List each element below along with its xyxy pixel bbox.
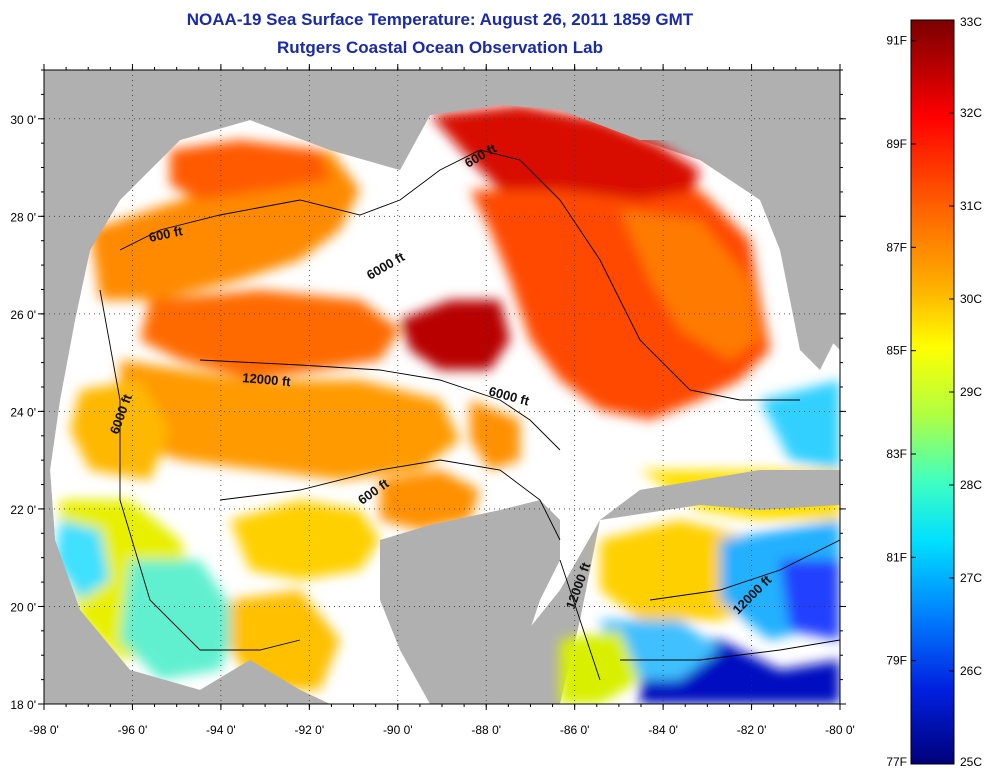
colorbar (910, 19, 955, 765)
yucatan-land (380, 500, 560, 704)
celsius-label: 29C (960, 385, 982, 399)
fahrenheit-label: 79F (886, 654, 907, 668)
bathymetry-contours (99, 149, 840, 681)
sst-field (55, 105, 840, 704)
fahrenheit-label: 87F (886, 240, 907, 254)
lon-tick-label: -88 0' (471, 723, 501, 737)
celsius-label: 31C (960, 199, 982, 213)
celsius-label: 25C (960, 755, 982, 769)
lon-tick-label: -92 0' (295, 723, 325, 737)
fahrenheit-label: 85F (886, 344, 907, 358)
graticule (44, 70, 840, 704)
colorbar-ticks (911, 19, 954, 765)
lat-tick-label: 28 0' (10, 210, 36, 224)
fahrenheit-label: 81F (886, 550, 907, 564)
us-gulf-coast-land (180, 70, 700, 170)
lon-tick-label: -94 0' (206, 723, 236, 737)
florida-land (700, 70, 840, 370)
lon-tick-label: -84 0' (648, 723, 678, 737)
chart-title: NOAA-19 Sea Surface Temperature: August … (186, 10, 694, 29)
contour-label: 600 ft (148, 223, 185, 245)
cuba-land (600, 470, 840, 520)
contour-label: 12000 ft (242, 370, 292, 389)
chart-subtitle: Rutgers Coastal Ocean Observation Lab (277, 38, 603, 57)
fahrenheit-label: 89F (886, 137, 907, 151)
celsius-label: 32C (960, 106, 982, 120)
lon-tick-label: -86 0' (560, 723, 590, 737)
lon-tick-label: -96 0' (118, 723, 148, 737)
lat-tick-label: 18 0' (10, 698, 36, 712)
celsius-label: 27C (960, 571, 982, 585)
celsius-label: 30C (960, 292, 982, 306)
lat-tick-label: 26 0' (10, 308, 36, 322)
lat-tick-label: 24 0' (10, 405, 36, 419)
lon-tick-label: -90 0' (383, 723, 413, 737)
celsius-label: 26C (960, 664, 982, 678)
axis-ticks (38, 64, 846, 710)
lat-tick-label: 22 0' (10, 503, 36, 517)
lon-tick-label: -98 0' (29, 723, 59, 737)
celsius-label: 28C (960, 478, 982, 492)
lat-tick-label: 20 0' (10, 600, 36, 614)
lon-tick-label: -80 0' (825, 723, 855, 737)
celsius-label: 33C (960, 15, 982, 29)
fahrenheit-label: 77F (886, 755, 907, 769)
mexico-land (44, 70, 330, 704)
lat-tick-label: 30 0' (10, 113, 36, 127)
fahrenheit-label: 91F (886, 34, 907, 48)
fahrenheit-label: 83F (886, 447, 907, 461)
lon-tick-label: -82 0' (737, 723, 767, 737)
